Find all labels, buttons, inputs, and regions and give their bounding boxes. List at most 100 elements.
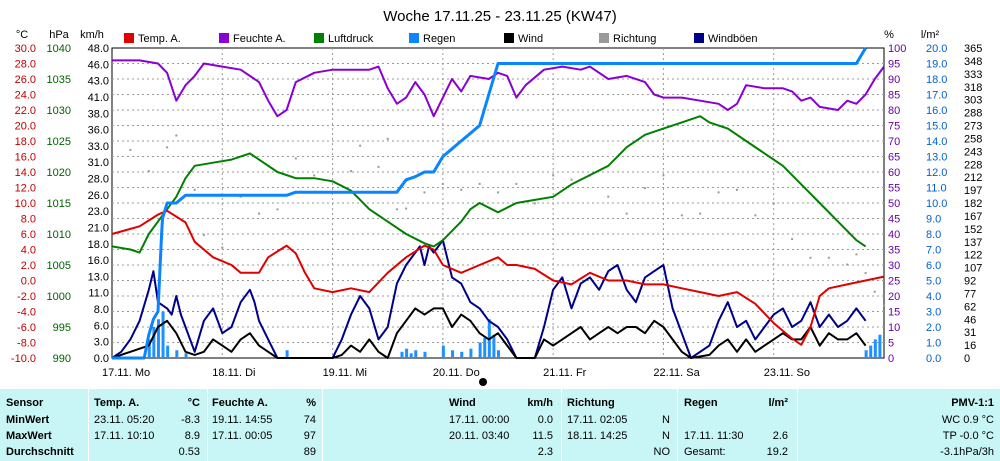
temp-tick-label: 24.0 xyxy=(15,90,36,102)
direction-point xyxy=(478,182,481,185)
direction-point xyxy=(809,256,812,259)
direction-point xyxy=(193,188,196,191)
direction-tick-label: 92 xyxy=(964,276,976,288)
direction-tick-label: 333 xyxy=(964,69,982,81)
direction-point xyxy=(864,272,867,275)
direction-point xyxy=(754,214,757,217)
temp-tick-label: -8.0 xyxy=(17,338,36,350)
direction-point xyxy=(460,188,463,191)
hum-max-time: 17.11. 00:05 xyxy=(212,430,273,442)
divider xyxy=(207,389,208,461)
direction-tick-label: 197 xyxy=(964,185,982,197)
direction-tick-label: 16 xyxy=(964,340,976,352)
direction-tick-label: 77 xyxy=(964,288,976,300)
row-label-max: MaxWert xyxy=(6,430,52,442)
rain-total: 19.2 xyxy=(766,446,788,458)
rain-bar xyxy=(460,351,464,358)
hum-min-time: 19.11. 14:55 xyxy=(212,414,273,426)
divider xyxy=(322,389,323,461)
temp-max: 8.9 xyxy=(184,430,200,442)
legend-swatch xyxy=(504,33,514,43)
divider xyxy=(88,389,89,461)
direction-point xyxy=(570,178,573,181)
direction-point xyxy=(294,157,297,160)
rain-total-label: Gesamt: xyxy=(684,446,726,458)
humidity-tick-label: 70 xyxy=(888,136,900,148)
wind-header: Wind xyxy=(449,397,476,409)
wind-unit-header: km/h xyxy=(527,397,553,409)
rain-bar xyxy=(864,350,868,358)
dir-min: N xyxy=(662,414,670,426)
legend-swatch xyxy=(599,33,609,43)
pressure-tick-label: 1000 xyxy=(47,291,71,303)
direction-point xyxy=(735,188,738,191)
legend-label: Regen xyxy=(423,33,455,45)
wind-tick-label: 26.0 xyxy=(88,190,109,202)
direction-point xyxy=(377,165,380,168)
pressure-tick-label: 1020 xyxy=(47,167,71,179)
temp-tick-label: 30.0 xyxy=(15,43,36,55)
rain-bar xyxy=(478,342,482,358)
temp-unit: °C xyxy=(16,29,28,41)
rain-tick-label: 8.0 xyxy=(926,229,941,241)
temp-tick-label: 0.0 xyxy=(21,276,36,288)
legend-swatch xyxy=(124,33,134,43)
pressure-tick-label: 1005 xyxy=(47,260,71,272)
temp-tick-label: 22.0 xyxy=(15,105,36,117)
humidity-tick-label: 40 xyxy=(888,229,900,241)
direction-tick-label: 318 xyxy=(964,82,982,94)
direction-point xyxy=(313,174,316,177)
hum-header: Feuchte A. xyxy=(212,397,268,409)
legend-label: Windböen xyxy=(708,33,758,45)
temp-avg: 0.53 xyxy=(178,446,200,458)
direction-point xyxy=(497,191,499,194)
wind-tick-label: 0.0 xyxy=(94,353,109,365)
direction-point xyxy=(515,182,518,185)
pressure-unit: hPa xyxy=(49,29,69,41)
direction-point xyxy=(883,304,885,307)
day-label: 22.11. Sa xyxy=(653,367,700,379)
rain-max-time: 17.11. 11:30 xyxy=(684,430,744,442)
direction-tick-label: 273 xyxy=(964,121,982,133)
direction-tick-label: 365 xyxy=(964,43,982,55)
day-label: 20.11. Do xyxy=(433,367,480,379)
dir-avg: NO xyxy=(653,446,671,458)
rain-tick-label: 4.0 xyxy=(926,291,941,303)
axes: 30.0 28.0 26.0 24.0 22.0 20.0 18.0 16.0 14.0 12.0… xyxy=(11,43,982,386)
humidity-tick-label: 80 xyxy=(888,105,900,117)
direction-point xyxy=(202,233,205,236)
direction-point xyxy=(276,208,279,211)
direction-point xyxy=(873,290,876,293)
temp-tick-label: -2.0 xyxy=(17,291,36,303)
rain-tick-label: 18.0 xyxy=(926,74,947,86)
rain-bar xyxy=(492,334,496,358)
rain-tick-label: 19.0 xyxy=(926,59,947,71)
day-label: 19.11. Mi xyxy=(323,367,367,379)
row-label-avg: Durchschnitt xyxy=(6,446,74,458)
humidity-tick-label: 15 xyxy=(888,307,900,319)
wind-tick-label: 11.0 xyxy=(88,288,109,300)
rain-tick-label: 3.0 xyxy=(926,307,941,319)
rain-bar xyxy=(166,345,170,358)
hum-avg: 89 xyxy=(303,446,316,458)
rain-bar xyxy=(469,348,473,358)
temperature-series-line xyxy=(111,209,885,346)
direction-tick-label: 137 xyxy=(964,237,982,249)
direction-tick-label: 288 xyxy=(964,108,982,120)
gust-series-line xyxy=(111,239,867,359)
legend-swatch xyxy=(219,33,229,43)
direction-tick-label: 348 xyxy=(964,56,982,68)
pressure-tick-label: 990 xyxy=(53,353,71,365)
temp-tick-label: 4.0 xyxy=(21,245,36,257)
rain-tick-label: 13.0 xyxy=(926,152,947,164)
direction-tick-label: 182 xyxy=(964,198,982,210)
pressure-tick-label: 1025 xyxy=(47,136,71,148)
legend-label: Temp. A. xyxy=(138,33,181,45)
rain-bar xyxy=(405,348,409,358)
direction-point xyxy=(717,191,720,194)
plot-area xyxy=(111,47,885,360)
pressure-tick-label: 995 xyxy=(53,322,71,334)
wind-tick-label: 48.0 xyxy=(88,43,109,55)
direction-point xyxy=(166,146,169,149)
temp-tick-label: 28.0 xyxy=(15,59,36,71)
